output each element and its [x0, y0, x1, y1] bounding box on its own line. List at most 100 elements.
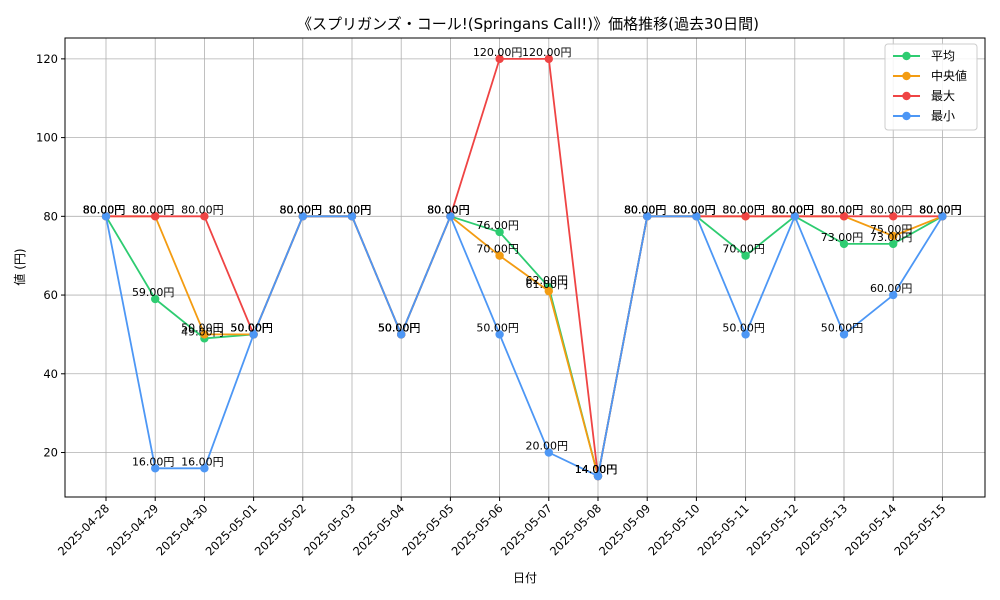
data-label-1: 49.00円: [181, 325, 224, 338]
data-label-2: 80.00円: [132, 203, 175, 216]
data-label-1: 59.00円: [132, 286, 175, 299]
y-tick-label: 40: [43, 367, 58, 381]
data-label-1: 80.00円: [280, 203, 323, 216]
data-label-4: 16.00円: [132, 455, 175, 468]
data-point-4: [347, 212, 357, 221]
data-label-1: 80.00円: [83, 203, 126, 216]
data-point-3: [741, 212, 750, 221]
x-tick-label: 2025-05-01: [203, 501, 260, 558]
data-label-3: 80.00円: [772, 203, 815, 216]
data-label-4: 80.00円: [772, 203, 815, 216]
series-line-2: [106, 214, 943, 477]
legend-swatch-marker: [902, 71, 911, 81]
data-point-4: [397, 330, 406, 339]
series-line-4: [105, 213, 944, 478]
data-label-3: 80.00円: [870, 203, 913, 216]
data-label-2: 50.00円: [378, 321, 421, 334]
data-label-4: 80.00円: [329, 203, 372, 216]
data-point-1: [151, 294, 160, 304]
legend-swatch-marker: [902, 91, 911, 101]
y-tick-label: 80: [43, 209, 58, 223]
data-label-2: 80.00円: [722, 203, 765, 216]
series-line-1: [105, 215, 943, 477]
data-label-2: 80.00円: [624, 203, 667, 216]
data-point-1: [495, 227, 504, 237]
data-label-4: 80.00円: [83, 203, 126, 216]
data-label-2: 80.00円: [772, 203, 815, 216]
data-point-4: [101, 212, 111, 221]
x-tick-label: 2025-05-03: [301, 501, 358, 558]
chart-title: 《スプリガンズ・コール!(Springans Call!)》価格推移(過去30日…: [297, 15, 759, 33]
data-point-3: [889, 212, 898, 221]
data-point-4: [938, 212, 947, 221]
data-label-2: 80.00円: [329, 203, 372, 216]
data-label-1: 62.00円: [526, 274, 569, 287]
data-label-1: 76.00円: [476, 219, 519, 232]
data-label-1: 50.00円: [230, 321, 273, 334]
data-labels: 80.00円 59.00円 49.00円 50.00円 80.00円 80.00円 50.0…: [83, 46, 962, 476]
x-tick-label: 2025-05-10: [645, 501, 702, 558]
data-label-4: 50.00円: [476, 321, 519, 334]
data-point-2: [200, 330, 209, 339]
data-label-3: 80.00円: [329, 203, 372, 216]
x-tick-label: 2025-05-04: [350, 501, 407, 558]
data-label-4: 16.00円: [181, 455, 224, 468]
data-label-4: 80.00円: [919, 203, 962, 216]
data-label-3: 80.00円: [132, 203, 175, 216]
axis-ticks: 2025-04-282025-04-292025-04-302025-05-01…: [36, 52, 948, 559]
plot-area: [64, 37, 986, 498]
x-tick-label: 2025-05-13: [793, 501, 850, 558]
data-label-2: 80.00円: [427, 203, 470, 216]
data-label-2: 80.00円: [673, 203, 716, 216]
y-tick-label: 20: [43, 446, 58, 460]
data-label-1: 80.00円: [624, 203, 667, 216]
legend-box: [884, 43, 978, 131]
data-label-4: 80.00円: [280, 203, 323, 216]
data-label-4: 50.00円: [378, 321, 421, 334]
data-label-1: 80.00円: [329, 203, 372, 216]
data-label-4: 50.00円: [722, 321, 765, 334]
data-label-1: 80.00円: [673, 203, 716, 216]
data-point-2: [544, 286, 553, 296]
data-point-4: [151, 464, 160, 473]
data-label-3: 80.00円: [427, 203, 470, 216]
data-label-3: 80.00円: [624, 203, 667, 216]
data-label-4: 80.00円: [427, 203, 470, 216]
x-tick-label: 2025-05-14: [842, 501, 899, 558]
data-point-2: [889, 231, 898, 241]
x-axis-label: 日付: [513, 571, 537, 585]
x-tick-label: 2025-04-30: [153, 501, 210, 558]
data-label-4: 50.00円: [821, 321, 864, 334]
legend-swatch-marker: [902, 51, 911, 61]
y-tick-label: 120: [36, 52, 58, 66]
data-label-4: 50.00円: [230, 321, 273, 334]
legend-label: 平均: [931, 49, 955, 63]
x-tick-label: 2025-05-06: [449, 501, 506, 558]
data-label-2: 75.00円: [870, 223, 913, 236]
legend-swatch-marker: [902, 111, 911, 121]
series-group: [101, 54, 947, 481]
data-label-3: 50.00円: [230, 321, 273, 334]
y-tick-label: 60: [43, 288, 58, 302]
series-line-3: [106, 58, 943, 477]
data-point-4: [446, 212, 455, 221]
data-point-4: [839, 330, 849, 339]
data-label-1: 80.00円: [427, 203, 470, 216]
data-label-3: 120.00円: [473, 46, 523, 59]
data-label-2: 80.00円: [821, 203, 864, 216]
data-label-3: 80.00円: [280, 203, 323, 216]
data-point-4: [692, 212, 701, 221]
x-tick-label: 2025-04-28: [55, 501, 112, 558]
data-label-2: 14.00円: [575, 463, 618, 476]
data-point-3: [151, 212, 160, 221]
x-tick-label: 2025-05-07: [498, 501, 555, 558]
data-label-3: 80.00円: [919, 203, 962, 216]
x-tick-label: 2025-05-08: [547, 501, 604, 558]
data-point-4: [495, 330, 504, 339]
data-point-4: [593, 471, 603, 481]
legend-label: 最小: [931, 109, 955, 123]
x-tick-label: 2025-04-29: [104, 501, 161, 558]
data-point-4: [643, 212, 652, 221]
